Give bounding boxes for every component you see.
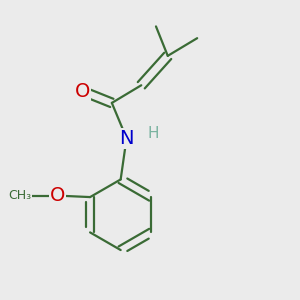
Text: O: O bbox=[75, 82, 90, 100]
Text: H: H bbox=[147, 126, 159, 141]
Text: O: O bbox=[50, 186, 65, 205]
Text: N: N bbox=[119, 129, 134, 148]
Text: CH₃: CH₃ bbox=[8, 189, 31, 202]
